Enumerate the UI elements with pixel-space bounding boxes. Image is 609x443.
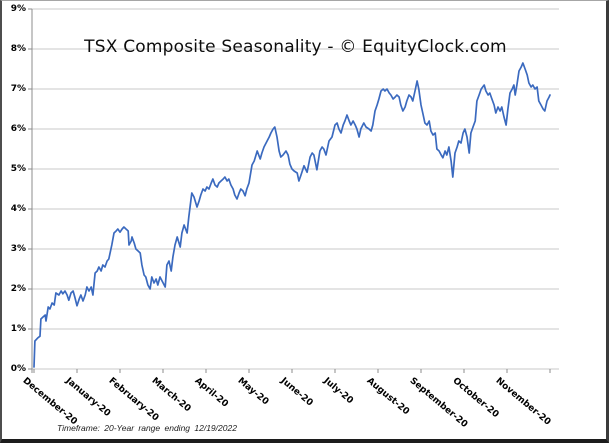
y-axis-tick-label: 3%	[10, 244, 26, 254]
y-axis-tick-label: 7%	[10, 84, 26, 94]
timeframe-footnote: Timeframe: 20-Year range ending 12/19/20…	[57, 423, 237, 433]
y-axis-tick-label: 9%	[10, 4, 26, 14]
y-axis-tick-label: 4%	[10, 204, 26, 214]
y-axis-tick-label: 1%	[10, 324, 26, 334]
y-axis-tick-label: 2%	[10, 284, 26, 294]
y-axis-tick-label: 8%	[10, 44, 26, 54]
seasonality-line	[33, 62, 551, 368]
y-axis-tick-label: 0%	[10, 364, 26, 374]
chart-title: TSX Composite Seasonality - © EquityCloc…	[84, 37, 507, 57]
y-axis-tick-label: 5%	[10, 164, 26, 174]
y-axis-tick-label: 6%	[10, 124, 26, 134]
